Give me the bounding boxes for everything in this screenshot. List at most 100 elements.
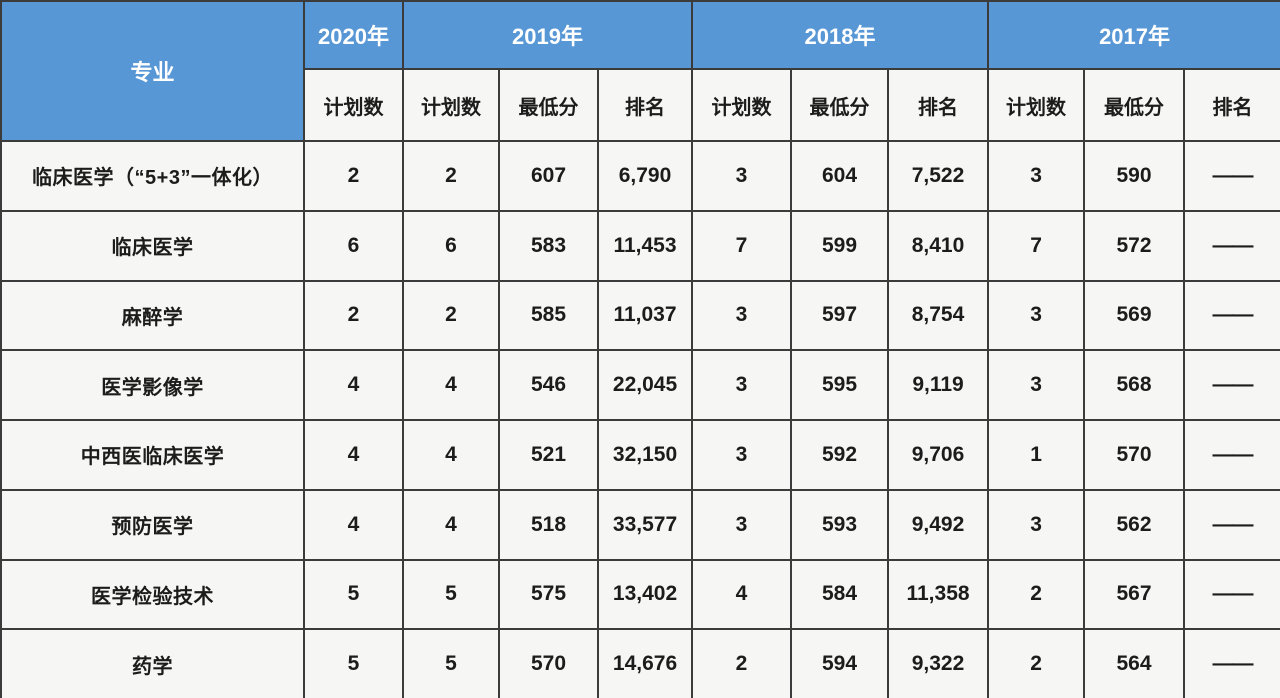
value-cell: 607	[498, 140, 599, 212]
value-cell: 570	[498, 628, 599, 698]
table-row: 麻醉学 2 2 585 11,037 3 597 8,754 3 569 ——	[0, 279, 1280, 352]
value-cell: 4	[303, 419, 404, 491]
subheader-2020-plan: 计划数	[303, 68, 404, 142]
value-cell: 2	[303, 140, 404, 212]
value-cell: 604	[790, 140, 890, 212]
value-cell: 4	[402, 349, 500, 421]
year-header-row: 专业 2020年 2019年 2018年 2017年	[0, 0, 1280, 142]
value-cell: 3	[691, 488, 793, 561]
column-header-major: 专业	[0, 0, 305, 142]
column-header-year-2018: 2018年	[691, 0, 990, 70]
subheader-2019-plan: 计划数	[402, 68, 500, 142]
subheader-2017-minscore: 最低分	[1083, 68, 1186, 142]
value-cell: 5	[303, 628, 404, 698]
value-cell: 568	[1083, 349, 1186, 421]
value-cell: 9,706	[887, 419, 990, 491]
major-cell: 临床医学	[0, 209, 305, 282]
value-cell: 597	[790, 279, 890, 352]
subheader-row: 计划数 计划数 最低分 排名 计划数 最低分 排名 计划数 最低分 排名	[1, 68, 1280, 142]
column-header-year-2019: 2019年	[401, 0, 694, 70]
value-cell: 5	[402, 628, 500, 698]
value-cell: 9,492	[887, 488, 990, 561]
value-cell: 595	[790, 349, 890, 421]
value-cell: 583	[498, 209, 599, 282]
value-cell: 521	[498, 419, 599, 491]
value-cell: 594	[790, 628, 890, 698]
subheader-2017-rank: 排名	[1183, 68, 1280, 142]
value-cell: 7,522	[887, 140, 990, 212]
value-cell: 590	[1083, 140, 1186, 212]
value-cell: ——	[1183, 628, 1280, 698]
table-body: 临床医学（“5+3”一体化） 2 2 607 6,790 3 604 7,522…	[0, 140, 1280, 698]
table-row: 预防医学 4 4 518 33,577 3 593 9,492 3 562 ——	[0, 488, 1280, 561]
value-cell: 33,577	[596, 488, 694, 561]
value-cell: 11,358	[887, 558, 990, 631]
value-cell: 599	[790, 209, 890, 282]
value-cell: 3	[987, 279, 1086, 352]
value-cell: 3	[691, 279, 793, 352]
value-cell: 4	[691, 558, 793, 631]
value-cell: ——	[1183, 488, 1280, 561]
value-cell: 2	[303, 279, 404, 352]
value-cell: 11,453	[596, 209, 694, 282]
value-cell: ——	[1183, 419, 1280, 491]
value-cell: 585	[498, 279, 599, 352]
value-cell: 5	[303, 558, 404, 631]
value-cell: 6	[303, 209, 404, 282]
value-cell: 564	[1083, 628, 1186, 698]
table-row: 药学 5 5 570 14,676 2 594 9,322 2 564 ——	[0, 628, 1280, 698]
table-row: 医学检验技术 5 5 575 13,402 4 584 11,358 2 567…	[0, 558, 1280, 631]
value-cell: ——	[1183, 558, 1280, 631]
value-cell: 569	[1083, 279, 1186, 352]
value-cell: ——	[1183, 140, 1280, 212]
major-cell: 药学	[0, 628, 305, 698]
value-cell: 7	[691, 209, 793, 282]
value-cell: 9,322	[887, 628, 990, 698]
major-cell: 临床医学（“5+3”一体化）	[0, 140, 305, 212]
value-cell: 32,150	[596, 419, 694, 491]
value-cell: 3	[987, 140, 1086, 212]
value-cell: 2	[402, 279, 500, 352]
major-cell: 预防医学	[0, 488, 305, 561]
table-row: 医学影像学 4 4 546 22,045 3 595 9,119 3 568 —…	[0, 349, 1280, 421]
value-cell: 2	[987, 628, 1086, 698]
table-row: 中西医临床医学 4 4 521 32,150 3 592 9,706 1 570…	[0, 419, 1280, 491]
major-cell: 中西医临床医学	[0, 419, 305, 491]
value-cell: 2	[987, 558, 1086, 631]
value-cell: 570	[1083, 419, 1186, 491]
subheader-2018-minscore: 最低分	[790, 68, 890, 142]
value-cell: 3	[691, 140, 793, 212]
value-cell: 4	[303, 488, 404, 561]
value-cell: 11,037	[596, 279, 694, 352]
value-cell: 572	[1083, 209, 1186, 282]
column-header-year-2020: 2020年	[303, 0, 404, 70]
value-cell: ——	[1183, 349, 1280, 421]
value-cell: 6,790	[596, 140, 694, 212]
column-header-year-2017: 2017年	[987, 0, 1280, 70]
value-cell: 593	[790, 488, 890, 561]
value-cell: 4	[402, 419, 500, 491]
major-cell: 医学影像学	[0, 349, 305, 421]
value-cell: 8,410	[887, 209, 990, 282]
value-cell: 562	[1083, 488, 1186, 561]
value-cell: 5	[402, 558, 500, 631]
value-cell: ——	[1183, 279, 1280, 352]
subheader-2019-rank: 排名	[596, 68, 694, 142]
table-header: 专业 2020年 2019年 2018年 2017年 计划数 计划数 最低分 排…	[0, 0, 1280, 142]
subheader-2018-rank: 排名	[887, 68, 990, 142]
subheader-2019-minscore: 最低分	[498, 68, 599, 142]
value-cell: 14,676	[596, 628, 694, 698]
value-cell: 8,754	[887, 279, 990, 352]
value-cell: 7	[987, 209, 1086, 282]
value-cell: 4	[303, 349, 404, 421]
major-cell: 医学检验技术	[0, 558, 305, 631]
value-cell: 6	[402, 209, 500, 282]
major-cell: 麻醉学	[0, 279, 305, 352]
value-cell: 584	[790, 558, 890, 631]
table-row: 临床医学 6 6 583 11,453 7 599 8,410 7 572 ——	[0, 209, 1280, 282]
table-row: 临床医学（“5+3”一体化） 2 2 607 6,790 3 604 7,522…	[0, 140, 1280, 212]
subheader-2017-plan: 计划数	[987, 68, 1086, 142]
value-cell: 546	[498, 349, 599, 421]
value-cell: 567	[1083, 558, 1186, 631]
